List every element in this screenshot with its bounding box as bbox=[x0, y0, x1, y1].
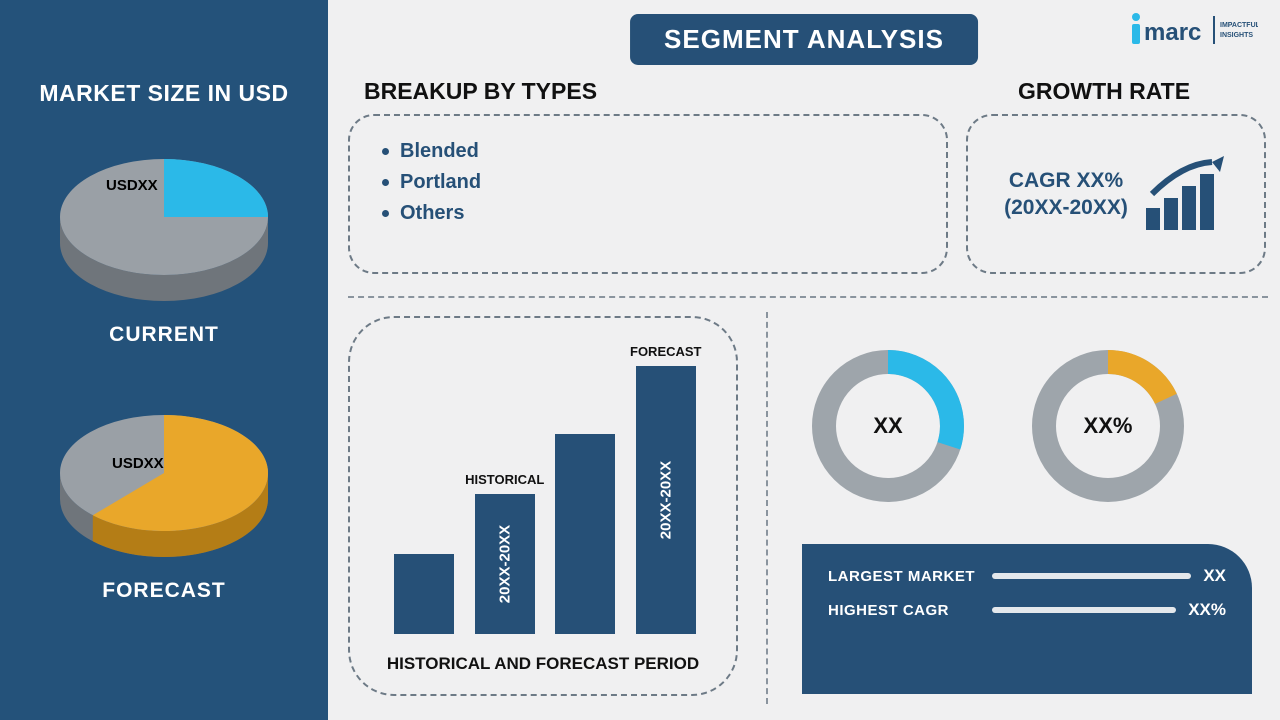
cagr-text: CAGR XX% (20XX-20XX) bbox=[1004, 167, 1128, 222]
growth-box: CAGR XX% (20XX-20XX) bbox=[966, 114, 1266, 274]
pie-forecast-caption: FORECAST bbox=[102, 579, 226, 603]
cagr-line1: CAGR XX% bbox=[1004, 167, 1128, 194]
stat-bar-icon bbox=[992, 573, 1191, 579]
pie-current-caption: CURRENT bbox=[109, 323, 219, 347]
donut-1: XX bbox=[808, 346, 968, 506]
pie-forecast-chart: USDXX bbox=[34, 377, 294, 577]
types-box: BlendedPortlandOthers bbox=[348, 114, 948, 274]
bar-side-label: 20XX-20XX bbox=[657, 461, 674, 539]
stat-row-highest-cagr: HIGHEST CAGR XX% bbox=[828, 600, 1226, 620]
pie-current-block: USDXX CURRENT bbox=[34, 121, 294, 347]
growth-bars-arrow-icon bbox=[1142, 154, 1228, 234]
types-item: Portland bbox=[378, 167, 918, 198]
main-panel: SEGMENT ANALYSIS marc IMPACTFUL INSIGHTS… bbox=[328, 0, 1280, 720]
stats-panel: LARGEST MARKET XX HIGHEST CAGR XX% bbox=[802, 544, 1252, 694]
bar-top-label: HISTORICAL bbox=[465, 472, 544, 487]
bar-side-label: 20XX-20XX bbox=[496, 525, 513, 603]
donut-row: XX XX% bbox=[808, 346, 1188, 506]
cagr-line2: (20XX-20XX) bbox=[1004, 194, 1128, 221]
types-item: Blended bbox=[378, 136, 918, 167]
svg-text:marc: marc bbox=[1144, 19, 1201, 46]
bar: HISTORICAL20XX-20XX bbox=[475, 494, 535, 634]
stat-label: LARGEST MARKET bbox=[828, 568, 988, 585]
pie-forecast-value-label: USDXX bbox=[112, 455, 164, 472]
stat-label: HIGHEST CAGR bbox=[828, 602, 988, 619]
bar-top-label: FORECAST bbox=[630, 344, 702, 359]
sidebar-market-size: MARKET SIZE IN USD USDXX CURRENT USDXX F… bbox=[0, 0, 328, 720]
bar-chart-box: HISTORICAL20XX-20XXFORECAST20XX-20XX HIS… bbox=[348, 316, 738, 696]
page-title: SEGMENT ANALYSIS bbox=[630, 14, 978, 65]
brand-logo: marc IMPACTFUL INSIGHTS bbox=[1128, 10, 1258, 55]
logo-tagline-2: INSIGHTS bbox=[1220, 32, 1253, 39]
stat-value: XX bbox=[1203, 566, 1226, 586]
logo-tagline-1: IMPACTFUL bbox=[1220, 22, 1258, 29]
donut-1-center: XX bbox=[873, 413, 902, 439]
donut-2-center: XX% bbox=[1084, 413, 1133, 439]
bar bbox=[555, 434, 615, 634]
types-list: BlendedPortlandOthers bbox=[378, 136, 918, 229]
stat-value: XX% bbox=[1188, 600, 1226, 620]
bar-chart: HISTORICAL20XX-20XXFORECAST20XX-20XX bbox=[384, 354, 706, 634]
types-item: Others bbox=[378, 198, 918, 229]
sidebar-title: MARKET SIZE IN USD bbox=[39, 80, 288, 107]
growth-heading: GROWTH RATE bbox=[1018, 78, 1190, 105]
bar bbox=[394, 554, 454, 634]
pie-current-chart: USDXX bbox=[34, 121, 294, 321]
bar: FORECAST20XX-20XX bbox=[636, 366, 696, 634]
donut-2: XX% bbox=[1028, 346, 1188, 506]
divider-vertical bbox=[766, 312, 768, 704]
types-heading: BREAKUP BY TYPES bbox=[364, 78, 597, 105]
stat-bar-icon bbox=[992, 607, 1176, 613]
pie-current-value-label: USDXX bbox=[106, 177, 158, 194]
pie-forecast-block: USDXX FORECAST bbox=[34, 377, 294, 603]
divider-horizontal bbox=[348, 296, 1268, 298]
bar-chart-caption: HISTORICAL AND FORECAST PERIOD bbox=[350, 654, 736, 674]
stat-row-largest-market: LARGEST MARKET XX bbox=[828, 566, 1226, 586]
